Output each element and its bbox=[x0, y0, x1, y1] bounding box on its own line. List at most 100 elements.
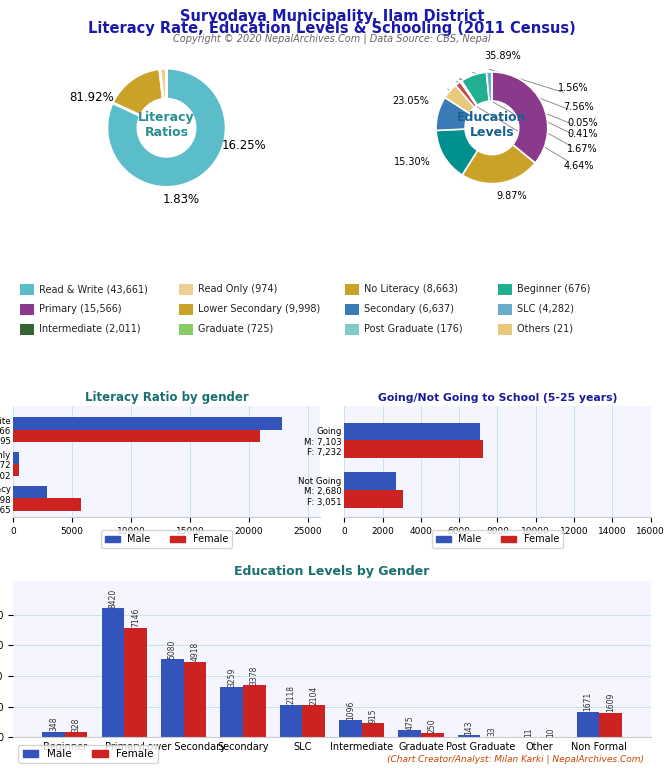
Text: 143: 143 bbox=[465, 720, 473, 735]
Bar bbox=[344, 422, 480, 440]
Bar bbox=[13, 486, 47, 498]
Text: 81.92%: 81.92% bbox=[70, 91, 114, 104]
Text: Primary (15,566): Primary (15,566) bbox=[39, 304, 122, 314]
Text: (Chart Creator/Analyst: Milan Karki | NepalArchives.Com): (Chart Creator/Analyst: Milan Karki | Ne… bbox=[387, 755, 644, 764]
Bar bbox=[344, 440, 483, 458]
Text: 348: 348 bbox=[49, 717, 58, 731]
Text: Lower Secondary (9,998): Lower Secondary (9,998) bbox=[198, 304, 321, 314]
Bar bbox=[302, 705, 325, 737]
Text: 2118: 2118 bbox=[287, 685, 295, 704]
Bar bbox=[344, 490, 402, 508]
Text: 9.87%: 9.87% bbox=[496, 191, 527, 201]
Text: Read Only (974): Read Only (974) bbox=[198, 284, 278, 294]
Text: 475: 475 bbox=[405, 715, 414, 730]
Title: Literacy Ratio by gender: Literacy Ratio by gender bbox=[84, 392, 248, 405]
Text: 4918: 4918 bbox=[191, 642, 199, 661]
Legend: Male, Female: Male, Female bbox=[101, 531, 232, 548]
Bar bbox=[458, 735, 481, 737]
Text: 8420: 8420 bbox=[108, 588, 118, 607]
Text: 3259: 3259 bbox=[227, 667, 236, 687]
Text: 3378: 3378 bbox=[250, 666, 259, 685]
Bar bbox=[42, 732, 65, 737]
Wedge shape bbox=[436, 129, 477, 175]
Wedge shape bbox=[107, 68, 226, 187]
Bar bbox=[179, 323, 193, 335]
Text: 1.56%: 1.56% bbox=[558, 82, 588, 93]
Bar bbox=[161, 660, 183, 737]
Text: 23.05%: 23.05% bbox=[392, 96, 430, 106]
Wedge shape bbox=[492, 72, 548, 163]
Bar bbox=[498, 284, 512, 296]
Wedge shape bbox=[445, 85, 475, 113]
Text: Graduate (725): Graduate (725) bbox=[198, 323, 274, 333]
Text: 915: 915 bbox=[369, 708, 377, 723]
Wedge shape bbox=[456, 81, 477, 108]
Text: Copyright © 2020 NepalArchives.Com | Data Source: CBS, Nepal: Copyright © 2020 NepalArchives.Com | Dat… bbox=[173, 33, 491, 44]
Text: No Literacy (8,663): No Literacy (8,663) bbox=[364, 284, 458, 294]
Text: 7.56%: 7.56% bbox=[563, 101, 594, 111]
Bar bbox=[13, 464, 19, 476]
Bar bbox=[20, 323, 34, 335]
Bar bbox=[13, 417, 282, 430]
Bar bbox=[65, 732, 88, 737]
Bar bbox=[599, 713, 622, 737]
Text: 1671: 1671 bbox=[584, 692, 592, 711]
Legend: Male, Female: Male, Female bbox=[19, 745, 157, 763]
Legend: Male, Female: Male, Female bbox=[432, 531, 563, 548]
Text: Others (21): Others (21) bbox=[517, 323, 573, 333]
Text: 10: 10 bbox=[546, 727, 556, 737]
Text: 15.30%: 15.30% bbox=[394, 157, 431, 167]
Bar bbox=[183, 662, 206, 737]
Text: 328: 328 bbox=[72, 717, 80, 732]
Text: Beginner (676): Beginner (676) bbox=[517, 284, 590, 294]
Bar bbox=[339, 720, 362, 737]
Wedge shape bbox=[159, 68, 167, 99]
Bar bbox=[576, 712, 599, 737]
Text: 1.83%: 1.83% bbox=[163, 193, 200, 206]
Bar bbox=[124, 627, 147, 737]
Bar bbox=[362, 723, 384, 737]
Text: 0.05%: 0.05% bbox=[567, 118, 598, 128]
Text: Read & Write (43,661): Read & Write (43,661) bbox=[39, 284, 147, 294]
Bar bbox=[179, 284, 193, 296]
Bar bbox=[344, 472, 396, 490]
Text: 0.41%: 0.41% bbox=[567, 130, 598, 140]
Wedge shape bbox=[112, 68, 163, 116]
Wedge shape bbox=[461, 72, 489, 105]
Text: 250: 250 bbox=[428, 719, 437, 733]
Title: Going/Not Going to School (5-25 years): Going/Not Going to School (5-25 years) bbox=[378, 393, 617, 403]
Bar bbox=[345, 284, 359, 296]
Text: Secondary (6,637): Secondary (6,637) bbox=[364, 304, 454, 314]
Title: Education Levels by Gender: Education Levels by Gender bbox=[234, 565, 430, 578]
Wedge shape bbox=[462, 144, 535, 184]
Bar bbox=[13, 452, 19, 464]
Text: 2104: 2104 bbox=[309, 685, 318, 704]
Text: 1096: 1096 bbox=[346, 700, 355, 720]
Text: 33: 33 bbox=[487, 727, 496, 737]
Wedge shape bbox=[461, 81, 477, 105]
Text: SLC (4,282): SLC (4,282) bbox=[517, 304, 574, 314]
Text: Literacy
Ratios: Literacy Ratios bbox=[138, 111, 195, 139]
Text: Literacy Rate, Education Levels & Schooling (2011 Census): Literacy Rate, Education Levels & School… bbox=[88, 21, 576, 36]
Bar bbox=[243, 686, 266, 737]
Text: 1609: 1609 bbox=[606, 693, 615, 712]
Text: 35.89%: 35.89% bbox=[485, 51, 521, 61]
Bar bbox=[345, 323, 359, 335]
Bar bbox=[20, 284, 34, 296]
Bar bbox=[398, 730, 421, 737]
Text: 1.67%: 1.67% bbox=[567, 144, 598, 154]
Bar bbox=[345, 304, 359, 315]
Text: Suryodaya Municipality, Ilam District: Suryodaya Municipality, Ilam District bbox=[180, 9, 484, 25]
Text: 7146: 7146 bbox=[131, 608, 140, 627]
Bar bbox=[220, 687, 243, 737]
Bar bbox=[421, 733, 444, 737]
Wedge shape bbox=[436, 98, 469, 131]
Wedge shape bbox=[460, 81, 477, 106]
Bar bbox=[102, 608, 124, 737]
Bar bbox=[498, 304, 512, 315]
Bar bbox=[13, 430, 260, 442]
Text: 11: 11 bbox=[524, 727, 533, 737]
Bar bbox=[20, 304, 34, 315]
Text: Intermediate (2,011): Intermediate (2,011) bbox=[39, 323, 140, 333]
Text: 4.64%: 4.64% bbox=[563, 161, 594, 170]
